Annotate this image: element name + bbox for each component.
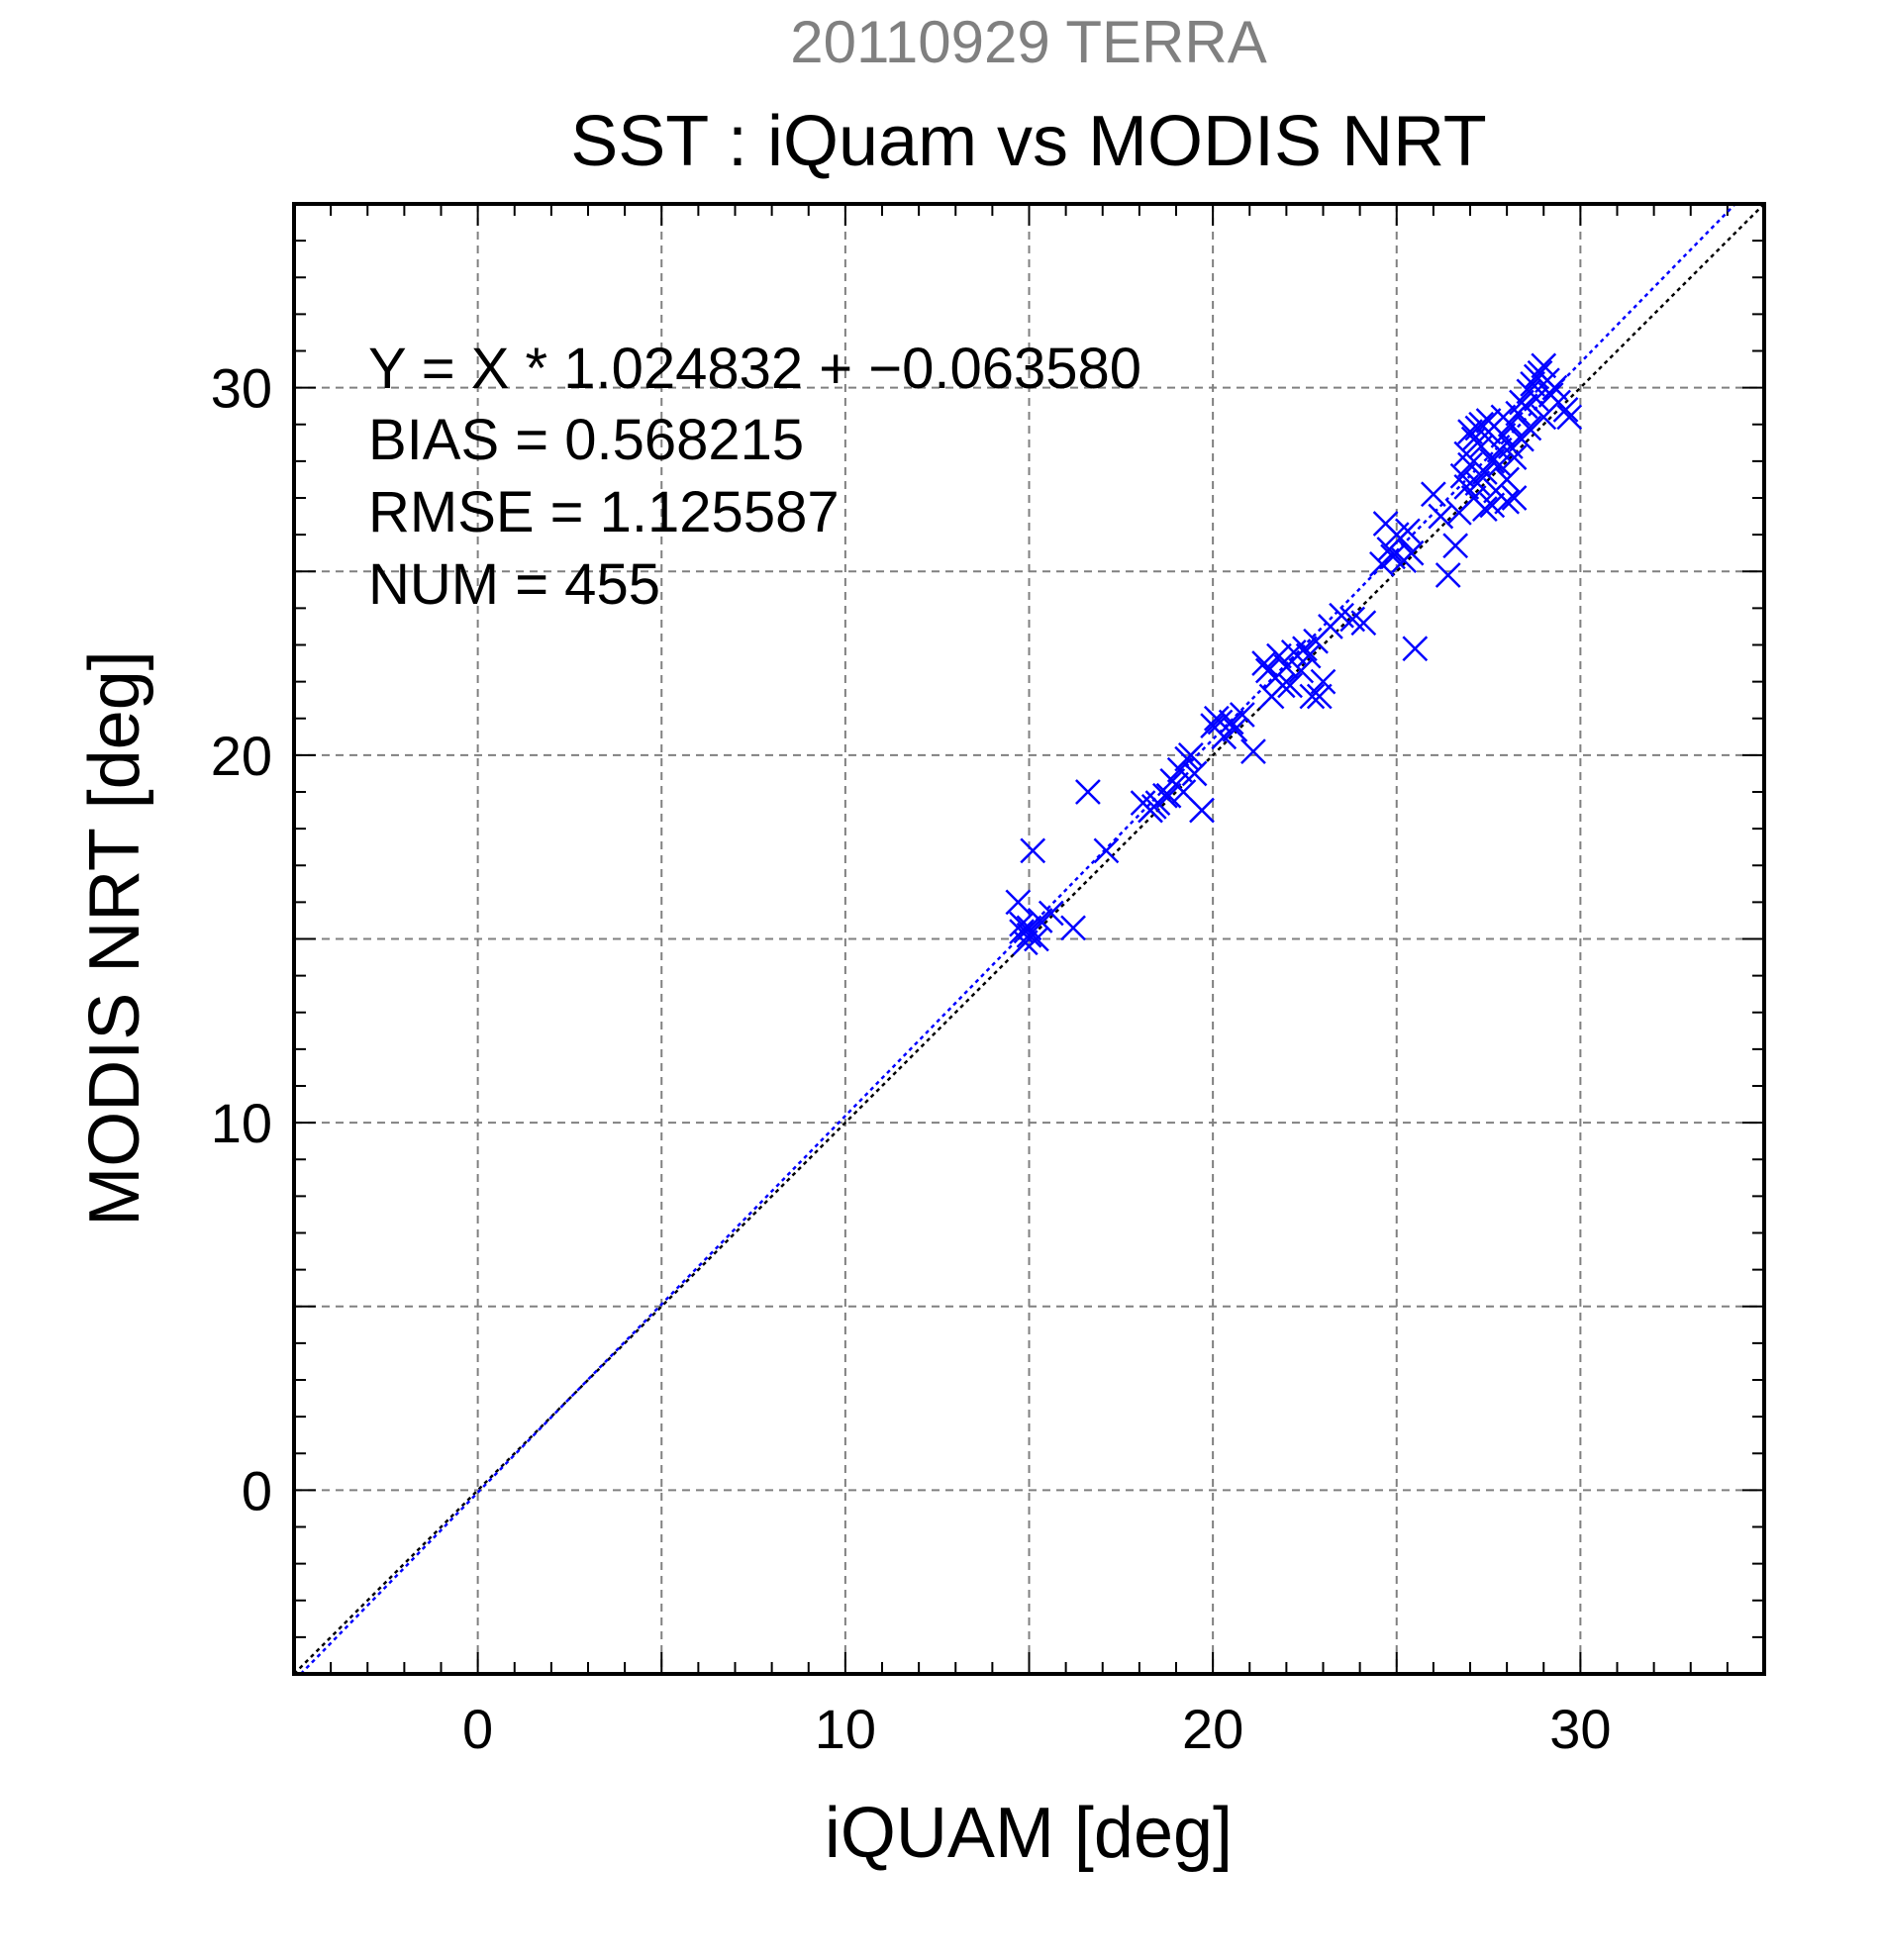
y-axis-label: MODIS NRT [deg] bbox=[75, 650, 154, 1226]
data-point bbox=[1060, 915, 1086, 941]
data-point bbox=[1479, 447, 1506, 474]
y-tick-label: 0 bbox=[242, 1459, 272, 1521]
data-point bbox=[1442, 533, 1469, 559]
data-point bbox=[1509, 426, 1534, 452]
data-point bbox=[1435, 562, 1461, 588]
data-point bbox=[1203, 705, 1230, 732]
data-point bbox=[1464, 415, 1491, 441]
data-point bbox=[1545, 389, 1571, 416]
data-point bbox=[1556, 404, 1583, 431]
data-point bbox=[1292, 636, 1318, 662]
data-point bbox=[1240, 738, 1266, 765]
data-point bbox=[1523, 363, 1549, 390]
data-point bbox=[1269, 672, 1296, 699]
stats-rmse: RMSE = 1.125587 bbox=[368, 480, 840, 544]
x-tick-label: 30 bbox=[1549, 1698, 1611, 1760]
data-point bbox=[1310, 668, 1336, 695]
data-point bbox=[1494, 466, 1521, 493]
data-point bbox=[1457, 419, 1483, 445]
data-point bbox=[1288, 657, 1315, 684]
x-tick-label: 20 bbox=[1182, 1698, 1243, 1760]
data-point bbox=[1497, 434, 1524, 459]
stats-block: Y = X * 1.024832 + −0.063580 BIAS = 0.56… bbox=[368, 337, 1141, 617]
data-point bbox=[1380, 543, 1406, 570]
y-tick-label: 30 bbox=[211, 357, 272, 420]
data-point bbox=[1479, 492, 1506, 519]
data-point bbox=[1471, 459, 1498, 485]
data-point bbox=[1251, 650, 1277, 676]
data-point bbox=[1229, 702, 1255, 728]
y-tick-label: 10 bbox=[211, 1092, 272, 1154]
data-point bbox=[1005, 889, 1032, 916]
data-point bbox=[1177, 741, 1204, 768]
data-point bbox=[1020, 837, 1046, 864]
data-point bbox=[1009, 919, 1035, 944]
x-axis-label: iQUAM [deg] bbox=[825, 1794, 1233, 1873]
data-point bbox=[1395, 518, 1421, 544]
data-point bbox=[1299, 683, 1326, 710]
plot-frame bbox=[292, 202, 1766, 1676]
data-point bbox=[1140, 793, 1167, 820]
data-point bbox=[1531, 352, 1557, 379]
data-point bbox=[1402, 636, 1429, 662]
data-point bbox=[1369, 550, 1395, 577]
data-point bbox=[1016, 915, 1042, 941]
stats-bias: BIAS = 0.568215 bbox=[368, 408, 804, 472]
data-point bbox=[1350, 610, 1377, 637]
y-tick-label: 20 bbox=[211, 725, 272, 787]
data-point bbox=[1490, 404, 1517, 431]
data-point bbox=[1516, 378, 1542, 405]
data-point bbox=[1295, 642, 1322, 669]
data-point bbox=[1420, 481, 1446, 508]
stats-num: NUM = 455 bbox=[368, 552, 660, 617]
data-point bbox=[1445, 499, 1472, 526]
data-point bbox=[1453, 473, 1480, 500]
data-point bbox=[1428, 503, 1454, 530]
data-point bbox=[1277, 672, 1303, 699]
data-point bbox=[1501, 485, 1528, 511]
x-tick-label: 10 bbox=[815, 1698, 876, 1760]
fit-line bbox=[299, 203, 1736, 1675]
data-point bbox=[1520, 371, 1545, 397]
data-point bbox=[1155, 782, 1182, 809]
data-point bbox=[1266, 642, 1292, 669]
data-point bbox=[1494, 488, 1521, 515]
stats-equation: Y = X * 1.024832 + −0.063580 bbox=[368, 337, 1141, 401]
data-point bbox=[1398, 539, 1425, 566]
data-point bbox=[1457, 451, 1483, 478]
x-tick-label: 0 bbox=[462, 1698, 493, 1760]
data-point bbox=[1222, 717, 1248, 742]
data-point bbox=[1541, 374, 1568, 401]
tick-labels: 0 10 20 30 0 10 20 30 bbox=[211, 357, 1612, 1760]
data-point bbox=[1475, 408, 1502, 434]
data-point bbox=[1306, 683, 1333, 710]
data-point bbox=[1093, 837, 1120, 864]
data-point bbox=[1509, 389, 1534, 416]
data-point bbox=[1016, 922, 1042, 948]
chart-title: SST : iQuam vs MODIS NRT bbox=[570, 102, 1487, 181]
data-point bbox=[1038, 900, 1064, 927]
data-point bbox=[1211, 724, 1238, 750]
data-point bbox=[1024, 926, 1049, 952]
data-points bbox=[1005, 352, 1583, 956]
data-point bbox=[1075, 779, 1101, 805]
data-point bbox=[1218, 709, 1244, 735]
data-point bbox=[1486, 451, 1513, 478]
chart-supertitle: 20110929 TERRA bbox=[790, 9, 1266, 75]
data-point bbox=[1166, 756, 1193, 783]
data-point bbox=[1163, 771, 1189, 798]
